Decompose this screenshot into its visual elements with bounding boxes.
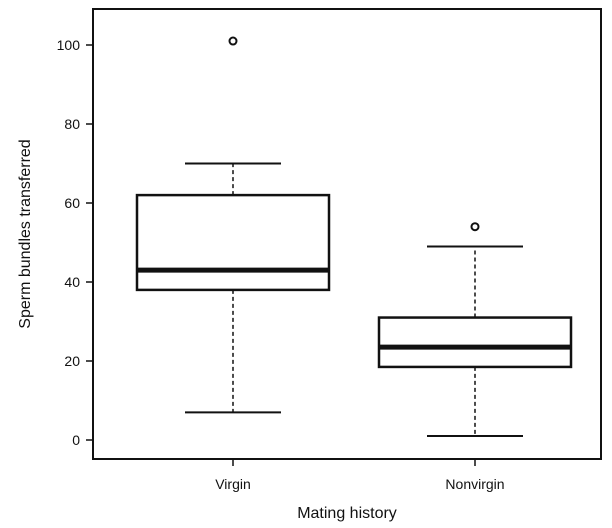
x-axis-title: Mating history (297, 505, 397, 522)
y-tick-label: 100 (57, 37, 81, 53)
y-axis: 0 20 40 60 80 100 (57, 37, 93, 448)
plot-frame (92, 8, 602, 460)
box-virgin (135, 36, 331, 414)
y-tick-label: 80 (64, 116, 80, 132)
y-tick-label: 20 (64, 353, 80, 369)
y-tick-label: 60 (64, 195, 80, 211)
outlier-point (470, 222, 480, 232)
iqr-box (135, 193, 331, 292)
x-tick-label: Nonvirgin (445, 476, 504, 492)
y-tick-label: 0 (72, 432, 80, 448)
box-plot-series (135, 36, 573, 438)
x-tick-label: Virgin (215, 476, 251, 492)
x-axis: Virgin Nonvirgin (215, 459, 505, 492)
outlier-point (228, 36, 238, 46)
y-tick-label: 40 (64, 274, 80, 290)
y-axis-title: Sperm bundles transferred (17, 139, 34, 328)
iqr-box (377, 316, 573, 369)
box-nonvirgin (377, 222, 573, 438)
